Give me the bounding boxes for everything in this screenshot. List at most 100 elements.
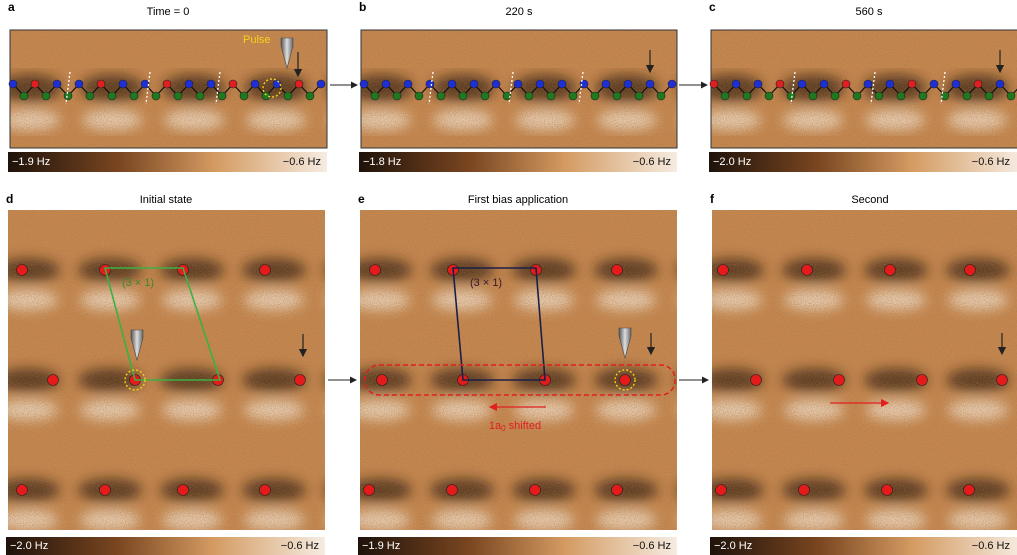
atom: [930, 80, 938, 88]
atom: [820, 80, 828, 88]
atom: [470, 80, 478, 88]
noise: [8, 210, 325, 530]
atom: [360, 80, 368, 88]
atom: [996, 80, 1004, 88]
atom: [42, 92, 50, 100]
atom: [364, 485, 375, 496]
stm-image: [700, 210, 1017, 530]
atom: [612, 485, 623, 496]
shift-label: 1a0 shifted: [489, 420, 541, 433]
atom: [963, 92, 971, 100]
atom: [371, 92, 379, 100]
colorbar-min: −1.9 Hz: [362, 540, 400, 552]
atom: [842, 80, 850, 88]
atom: [965, 265, 976, 276]
atom: [558, 80, 566, 88]
atom: [447, 485, 458, 496]
atom: [668, 80, 676, 88]
atom: [751, 375, 762, 386]
atom: [251, 80, 259, 88]
atom: [53, 80, 61, 88]
panel-title: 560 s: [856, 6, 883, 18]
atom: [481, 92, 489, 100]
atom: [624, 80, 632, 88]
atom: [875, 92, 883, 100]
atom: [602, 80, 610, 88]
atom: [530, 485, 541, 496]
atom: [657, 92, 665, 100]
atom: [776, 80, 784, 88]
atom: [119, 80, 127, 88]
atom: [882, 485, 893, 496]
atom: [710, 80, 718, 88]
atom: [492, 80, 500, 88]
atom: [569, 92, 577, 100]
atom: [919, 92, 927, 100]
colorbar: [8, 152, 327, 172]
atom: [108, 92, 116, 100]
atom: [536, 80, 544, 88]
atom: [404, 80, 412, 88]
atom: [917, 375, 928, 386]
panel-letter: a: [8, 0, 15, 14]
atom: [260, 485, 271, 496]
atom: [273, 80, 281, 88]
atom: [853, 92, 861, 100]
atom: [964, 485, 975, 496]
atom: [834, 375, 845, 386]
panel: c560 s−2.0 Hz−0.6 Hz: [699, 0, 1017, 172]
colorbar-max: −0.6 Hz: [633, 156, 671, 168]
atom: [985, 92, 993, 100]
atom: [370, 265, 381, 276]
atom: [75, 80, 83, 88]
panel-title: 220 s: [506, 6, 533, 18]
colorbar-min: −2.0 Hz: [10, 540, 48, 552]
colorbar-min: −1.9 Hz: [12, 156, 50, 168]
atom: [20, 92, 28, 100]
atom: [612, 265, 623, 276]
atom: [437, 92, 445, 100]
panel: f Second −2.0 Hz −0.6 Hz: [700, 192, 1017, 555]
atom: [952, 80, 960, 88]
colorbar-min: −2.0 Hz: [713, 156, 751, 168]
atom: [547, 92, 555, 100]
atom: [974, 80, 982, 88]
atom: [646, 80, 654, 88]
atom: [809, 92, 817, 100]
pulse-label: Pulse: [243, 34, 271, 46]
atom: [721, 92, 729, 100]
unit-cell-label: (3 × 1): [470, 277, 502, 289]
atom: [732, 80, 740, 88]
colorbar-max: −0.6 Hz: [972, 540, 1010, 552]
atom: [426, 80, 434, 88]
panel: aTime = 0−1.9 Hz−0.6 Hz: [0, 0, 390, 172]
atom: [163, 80, 171, 88]
atom: [295, 80, 303, 88]
panel-letter: d: [6, 192, 13, 206]
colorbar-min: −2.0 Hz: [714, 540, 752, 552]
atom: [997, 375, 1008, 386]
atom: [31, 80, 39, 88]
atom: [802, 265, 813, 276]
colorbar: [358, 537, 677, 555]
shift-label-rest: shifted: [506, 420, 541, 432]
colorbar-max: −0.6 Hz: [633, 540, 671, 552]
atom: [174, 92, 182, 100]
panel-letter: f: [710, 192, 715, 206]
panel: b220 s−1.8 Hz−0.6 Hz: [349, 0, 741, 172]
atom: [100, 485, 111, 496]
atom: [514, 80, 522, 88]
atom: [178, 485, 189, 496]
stm-image: [0, 210, 388, 530]
noise: [361, 30, 677, 148]
atom: [635, 92, 643, 100]
atom: [613, 92, 621, 100]
panel-title: Second: [851, 194, 888, 206]
panel-letter: e: [358, 192, 365, 206]
atom: [448, 80, 456, 88]
atom: [765, 92, 773, 100]
atom: [886, 80, 894, 88]
atom: [525, 92, 533, 100]
atom: [831, 92, 839, 100]
